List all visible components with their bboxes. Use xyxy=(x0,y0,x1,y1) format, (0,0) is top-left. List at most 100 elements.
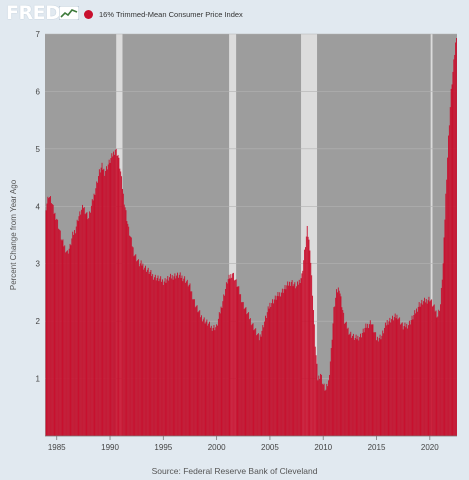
data-bar xyxy=(387,324,389,436)
data-bar xyxy=(219,313,221,436)
data-bar xyxy=(82,204,83,436)
data-bar xyxy=(138,259,139,436)
data-bar xyxy=(132,247,134,436)
data-bar xyxy=(448,135,449,436)
data-bar xyxy=(289,285,291,436)
data-bar xyxy=(440,287,442,436)
data-bar xyxy=(69,243,71,436)
data-bar xyxy=(270,306,272,436)
data-bar xyxy=(327,386,329,436)
data-bar xyxy=(300,278,302,436)
data-bar xyxy=(272,299,274,436)
data-bar xyxy=(201,321,203,436)
data-bar xyxy=(73,234,75,436)
data-bar xyxy=(204,323,206,436)
data-bar xyxy=(47,196,49,436)
data-bar xyxy=(119,168,121,436)
data-bar xyxy=(244,308,246,436)
data-bar xyxy=(309,250,311,436)
data-bar xyxy=(85,213,87,436)
data-bar xyxy=(391,319,393,436)
data-bar xyxy=(434,311,436,436)
data-bar xyxy=(432,306,433,436)
data-bar xyxy=(277,292,279,436)
data-bar xyxy=(352,335,353,436)
data-bar xyxy=(52,204,54,436)
data-bar xyxy=(195,306,197,436)
data-bar xyxy=(206,319,208,436)
data-bar xyxy=(211,330,213,436)
data-bar xyxy=(198,311,200,436)
data-bar xyxy=(301,273,303,436)
source-note: Source: Federal Reserve Bank of Clevelan… xyxy=(151,466,318,476)
data-bar xyxy=(365,323,367,436)
data-bar xyxy=(328,374,330,436)
data-bar xyxy=(201,315,202,436)
data-bar xyxy=(312,295,314,436)
data-bar xyxy=(325,389,327,436)
data-bar xyxy=(376,336,378,436)
data-bar xyxy=(401,322,403,436)
data-bar xyxy=(49,197,51,436)
data-bar xyxy=(158,281,160,436)
data-bar xyxy=(87,219,89,436)
data-bar xyxy=(90,212,91,436)
data-bar xyxy=(237,286,239,436)
data-bar xyxy=(133,256,135,436)
data-bar xyxy=(296,286,298,436)
fred-logo[interactable]: FRED xyxy=(6,2,61,24)
data-bar xyxy=(249,319,250,436)
data-bar xyxy=(216,324,218,436)
data-bar xyxy=(262,325,264,436)
x-tick-label: 1995 xyxy=(154,443,172,452)
data-bar xyxy=(425,298,427,436)
data-bar xyxy=(440,304,441,436)
data-bar xyxy=(351,337,353,436)
data-bar xyxy=(371,324,373,436)
data-bar xyxy=(188,284,190,436)
data-bar xyxy=(381,335,383,436)
data-bar xyxy=(78,216,80,436)
data-bar xyxy=(81,209,83,436)
data-bar xyxy=(323,383,325,436)
data-bar xyxy=(99,172,101,436)
data-bar xyxy=(121,176,123,436)
data-bar xyxy=(208,323,210,436)
data-bar xyxy=(143,269,145,436)
data-bar xyxy=(385,325,387,436)
data-bar xyxy=(114,154,115,436)
data-bar xyxy=(122,193,124,436)
data-bar xyxy=(456,38,457,437)
data-bar xyxy=(91,199,93,436)
data-bar xyxy=(110,158,112,436)
data-bar xyxy=(291,280,293,436)
data-bar xyxy=(455,42,457,436)
data-bar xyxy=(436,317,438,436)
data-bar xyxy=(360,333,361,436)
data-bar xyxy=(89,211,91,436)
data-bar xyxy=(178,274,180,436)
data-bar xyxy=(427,300,429,436)
data-bar xyxy=(86,212,88,436)
data-bar xyxy=(185,282,186,436)
data-bar xyxy=(367,323,369,436)
data-bar xyxy=(162,284,164,436)
data-bar xyxy=(247,313,249,436)
data-bar xyxy=(380,339,382,436)
data-bar xyxy=(255,328,257,436)
data-bar xyxy=(407,328,409,436)
data-bar xyxy=(402,329,404,436)
data-bar xyxy=(441,279,443,436)
data-bar xyxy=(350,331,352,436)
data-bar xyxy=(169,277,170,436)
data-bar xyxy=(144,267,146,436)
data-bar xyxy=(171,275,173,436)
data-bar xyxy=(286,285,288,436)
data-bar xyxy=(250,325,252,436)
data-bar xyxy=(450,88,452,436)
x-tick-label: 1990 xyxy=(101,443,119,452)
data-bar xyxy=(165,282,167,436)
data-bar xyxy=(186,279,188,436)
data-bar xyxy=(122,188,123,436)
data-bar xyxy=(253,330,255,436)
